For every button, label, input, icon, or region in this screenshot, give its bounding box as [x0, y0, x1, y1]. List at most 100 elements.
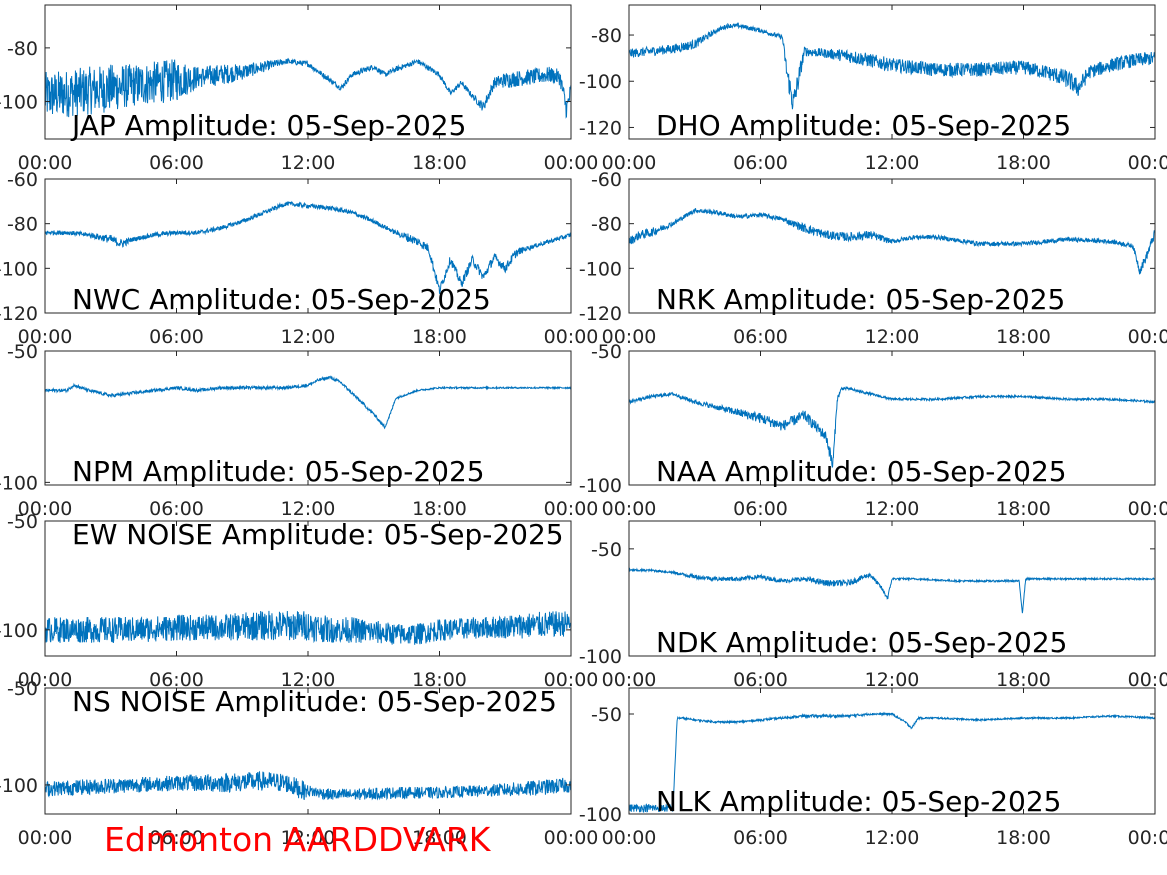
x-tick-label: 18:00 [412, 152, 467, 174]
x-tick-label: 18:00 [996, 498, 1051, 520]
x-tick-label: 12:00 [865, 669, 920, 691]
series-line-ew [45, 610, 571, 645]
x-tick-label: 18:00 [412, 827, 467, 849]
x-tick-label: 06:00 [733, 152, 788, 174]
panel-nwc: 00:00 06:00 12:00 18:00 00:00 -60 -80 -100 -120 N… [0, 169, 598, 348]
x-tick-label: 06:00 [149, 152, 204, 174]
x-tick-label: 18:00 [412, 326, 467, 348]
x-tick-label: 00:00 [602, 152, 657, 174]
panel-title-dho: DHO Amplitude: 05-Sep-2025 [656, 109, 1071, 142]
panel-nrk: 00:00 06:00 12:00 18:00 00:00 -60 -80 -100 -120 N… [579, 169, 1167, 348]
x-tick-label: 12:00 [281, 326, 336, 348]
x-tick-label: 00:00 [544, 152, 599, 174]
series-line-dho [629, 22, 1155, 110]
panel-title-nrk: NRK Amplitude: 05-Sep-2025 [656, 283, 1065, 316]
x-tick-label: 00:00 [18, 827, 73, 849]
x-tick-label: 00:00 [544, 498, 599, 520]
y-tick-label: -50 [591, 539, 622, 561]
y-tick-label: -100 [579, 258, 622, 280]
x-tick-label: 06:00 [733, 498, 788, 520]
y-tick-label: -100 [579, 804, 622, 826]
panel-title-ew: EW NOISE Amplitude: 05-Sep-2025 [72, 518, 564, 551]
x-tick-label: 00:00 [1128, 827, 1167, 849]
x-tick-label: 00:00 [602, 326, 657, 348]
panel-nlk: 00:00 06:00 12:00 18:00 00:00 -50 -100 NLK Ampl… [579, 687, 1167, 849]
y-tick-label: -80 [7, 38, 38, 60]
y-tick-label: -100 [0, 620, 38, 642]
y-tick-label: -100 [579, 646, 622, 668]
y-tick-label: -100 [579, 71, 622, 93]
x-tick-label: 06:00 [149, 669, 204, 691]
y-tick-label: -100 [579, 475, 622, 497]
panel-title-jap: JAP Amplitude: 05-Sep-2025 [70, 109, 466, 142]
x-tick-label: 12:00 [865, 152, 920, 174]
panel-jap: 00:00 06:00 12:00 18:00 00:00 -80 -100 JAP Ampl… [0, 4, 599, 174]
x-tick-label: 06:00 [149, 326, 204, 348]
x-tick-label: 00:00 [18, 669, 73, 691]
x-tick-label: 18:00 [996, 326, 1051, 348]
series-line-naa [629, 386, 1155, 469]
y-tick-label: -50 [591, 704, 622, 726]
y-tick-label: -50 [7, 341, 38, 363]
panel-title-ndk: NDK Amplitude: 05-Sep-2025 [656, 626, 1067, 659]
series-line-ns [45, 770, 571, 801]
x-tick-label: 12:00 [281, 498, 336, 520]
panel-dho: 00:00 06:00 12:00 18:00 00:00 -80 -100 -120 DHO … [579, 4, 1167, 174]
x-tick-label: 06:00 [733, 669, 788, 691]
x-tick-label: 00:00 [18, 152, 73, 174]
series-line-nwc [45, 200, 571, 294]
x-tick-label: 00:00 [18, 326, 73, 348]
x-tick-label: 12:00 [281, 827, 336, 849]
x-tick-label: 06:00 [149, 498, 204, 520]
series-line-ndk [629, 567, 1155, 614]
x-tick-label: 00:00 [1128, 498, 1167, 520]
y-tick-label: -120 [0, 303, 38, 325]
x-tick-label: 00:00 [602, 669, 657, 691]
panel-ns: 00:00 06:00 12:00 18:00 00:00 -50 -100 NS NOISE… [0, 678, 598, 849]
x-tick-label: 00:00 [544, 669, 599, 691]
y-tick-label: -50 [591, 341, 622, 363]
panel-title-ns: NS NOISE Amplitude: 05-Sep-2025 [72, 685, 557, 718]
x-tick-label: 00:00 [1128, 152, 1167, 174]
y-tick-label: -120 [579, 117, 622, 139]
y-tick-label: -60 [591, 169, 622, 191]
x-tick-label: 06:00 [149, 827, 204, 849]
x-tick-label: 00:00 [602, 827, 657, 849]
y-tick-label: -100 [0, 91, 38, 113]
y-tick-label: -60 [7, 169, 38, 191]
y-tick-label: -80 [591, 25, 622, 47]
x-tick-label: 06:00 [733, 326, 788, 348]
x-tick-label: 12:00 [865, 827, 920, 849]
x-tick-label: 18:00 [412, 669, 467, 691]
panel-naa: 00:00 06:00 12:00 18:00 00:00 -50 -100 NAA Ampl… [579, 341, 1167, 520]
y-tick-label: -100 [0, 472, 38, 494]
panel-title-nwc: NWC Amplitude: 05-Sep-2025 [72, 283, 491, 316]
y-tick-label: -100 [0, 258, 38, 280]
series-line-npm [45, 375, 571, 430]
x-tick-label: 12:00 [281, 152, 336, 174]
x-tick-label: 06:00 [733, 827, 788, 849]
y-tick-label: -50 [7, 511, 38, 533]
panel-title-npm: NPM Amplitude: 05-Sep-2025 [72, 455, 485, 488]
x-tick-label: 00:00 [602, 498, 657, 520]
x-tick-label: 12:00 [865, 326, 920, 348]
station-label: Edmonton AARDDVARK [104, 820, 491, 859]
y-tick-label: -80 [7, 214, 38, 236]
x-tick-label: 12:00 [865, 498, 920, 520]
panel-title-nlk: NLK Amplitude: 05-Sep-2025 [656, 785, 1062, 818]
series-line-nrk [629, 208, 1155, 275]
x-tick-label: 12:00 [281, 669, 336, 691]
x-tick-label: 00:00 [1128, 669, 1167, 691]
x-tick-label: 00:00 [544, 827, 599, 849]
x-tick-label: 18:00 [996, 669, 1051, 691]
y-tick-label: -100 [0, 775, 38, 797]
series-line-jap [45, 57, 571, 119]
panel-npm: 00:00 06:00 12:00 18:00 00:00 -50 -100 NPM Ampl… [0, 341, 598, 520]
y-tick-label: -120 [579, 303, 622, 325]
x-tick-label: 18:00 [996, 827, 1051, 849]
x-tick-label: 00:00 [1128, 326, 1167, 348]
panel-title-naa: NAA Amplitude: 05-Sep-2025 [656, 455, 1067, 488]
panel-ew: 00:00 06:00 12:00 18:00 00:00 -50 -100 EW NOISE… [0, 511, 598, 691]
x-tick-label: 00:00 [18, 498, 73, 520]
